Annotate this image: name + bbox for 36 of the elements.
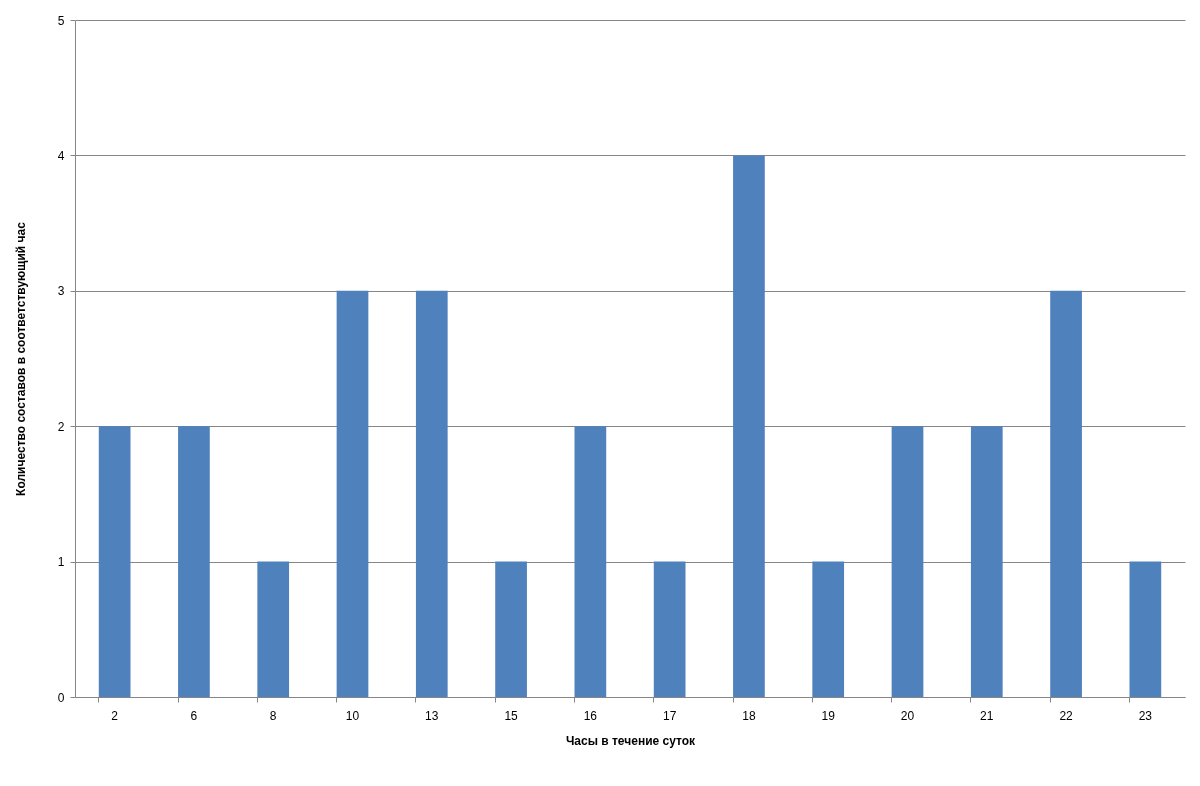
bar <box>98 426 131 697</box>
x-tick-label: 22 <box>1059 708 1074 723</box>
bar <box>178 426 210 697</box>
bar <box>415 290 448 697</box>
y-axis-title: Количество составов в соответствующий час <box>13 221 28 496</box>
bar <box>733 155 765 697</box>
bar <box>336 290 369 697</box>
x-tick-label: 19 <box>821 708 836 723</box>
y-tick-label: 2 <box>57 419 65 434</box>
x-tick-label: 18 <box>742 708 756 723</box>
x-tick-label: 20 <box>900 708 915 723</box>
bar <box>891 426 924 697</box>
bar <box>653 561 686 697</box>
x-tick-label: 2 <box>111 708 119 723</box>
bar <box>574 426 607 697</box>
bar <box>970 426 1003 697</box>
bar <box>257 561 290 697</box>
x-tick-label: 13 <box>425 708 439 723</box>
x-tick-label: 6 <box>190 708 198 723</box>
y-tick-label: 3 <box>57 284 65 299</box>
x-tick-label: 15 <box>504 708 519 723</box>
y-tick-label: 0 <box>57 690 65 705</box>
y-tick-label: 5 <box>57 13 65 28</box>
x-axis-title: Часы в течение суток <box>565 733 697 748</box>
bar <box>812 561 845 697</box>
x-tick-label: 17 <box>662 708 677 723</box>
x-tick-label: 16 <box>583 708 598 723</box>
y-tick-label: 4 <box>57 148 65 163</box>
y-tick-label: 1 <box>57 555 65 570</box>
x-tick-label: 8 <box>269 708 277 723</box>
bar <box>1050 290 1082 697</box>
x-tick-label: 21 <box>980 708 994 723</box>
x-tick-label: 10 <box>345 708 360 723</box>
bar <box>495 561 527 697</box>
bar <box>1129 561 1162 697</box>
x-tick-label: 23 <box>1138 708 1153 723</box>
